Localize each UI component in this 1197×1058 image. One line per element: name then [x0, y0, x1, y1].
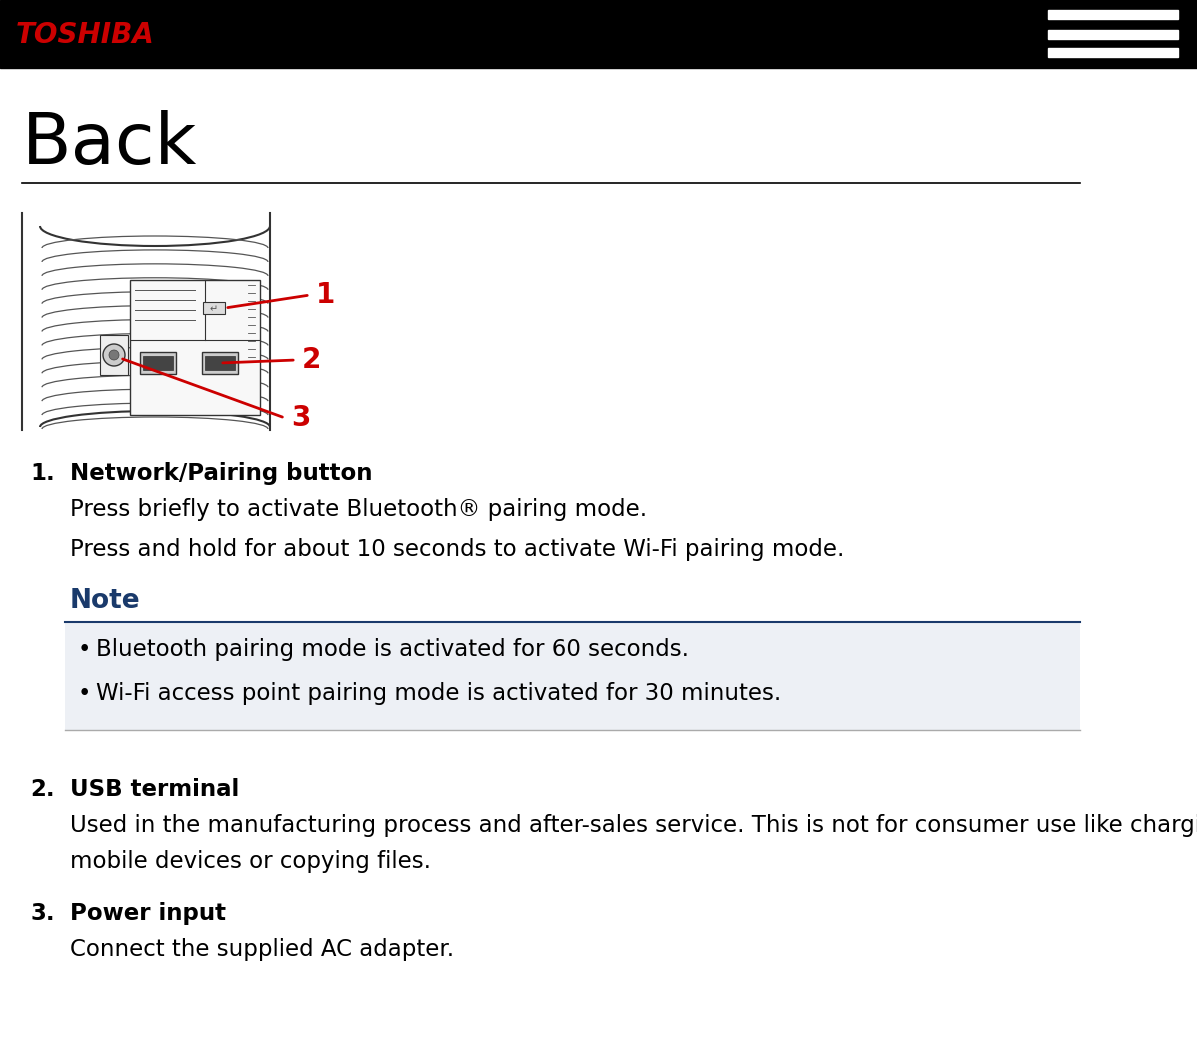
Text: Press briefly to activate Bluetooth® pairing mode.: Press briefly to activate Bluetooth® pai… [69, 498, 648, 521]
Bar [140, 352, 176, 373]
Bar [65, 622, 1080, 730]
Bar [205, 355, 235, 370]
Text: 1: 1 [316, 281, 335, 309]
Text: 2: 2 [302, 346, 321, 373]
Circle shape [109, 350, 119, 360]
Text: Press and hold for about 10 seconds to activate Wi-Fi pairing mode.: Press and hold for about 10 seconds to a… [69, 539, 844, 561]
Text: Used in the manufacturing process and after-sales service. This is not for consu: Used in the manufacturing process and af… [69, 814, 1197, 837]
Text: USB terminal: USB terminal [69, 778, 239, 801]
Bar [1049, 31, 1178, 39]
Text: mobile devices or copying files.: mobile devices or copying files. [69, 850, 431, 873]
Text: Network/Pairing button: Network/Pairing button [69, 462, 372, 485]
Text: Note: Note [69, 588, 140, 614]
Bar [0, 0, 1197, 68]
Text: Power input: Power input [69, 902, 226, 925]
Bar [202, 352, 238, 373]
Circle shape [103, 344, 124, 366]
Text: 2.: 2. [30, 778, 55, 801]
Bar [1049, 10, 1178, 19]
Text: Connect the supplied AC adapter.: Connect the supplied AC adapter. [69, 938, 454, 961]
Bar [130, 280, 260, 415]
Text: TOSHIBA: TOSHIBA [16, 21, 154, 50]
Text: 3: 3 [291, 404, 310, 432]
Text: 1.: 1. [30, 462, 55, 485]
Bar [203, 302, 225, 314]
Text: •: • [78, 638, 91, 661]
Text: 3.: 3. [30, 902, 55, 925]
Text: ↵: ↵ [209, 304, 218, 314]
Bar [1049, 48, 1178, 57]
Text: Bluetooth pairing mode is activated for 60 seconds.: Bluetooth pairing mode is activated for … [96, 638, 689, 661]
Bar [101, 335, 128, 375]
Text: •: • [78, 682, 91, 705]
Text: Wi-Fi access point pairing mode is activated for 30 minutes.: Wi-Fi access point pairing mode is activ… [96, 682, 782, 705]
Text: Back: Back [22, 110, 198, 179]
Bar [142, 355, 174, 370]
